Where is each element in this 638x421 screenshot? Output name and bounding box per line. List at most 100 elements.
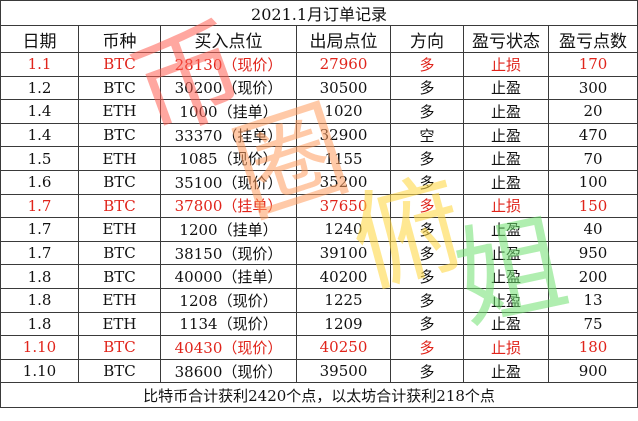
cell-points: 100 <box>547 169 638 195</box>
cell-status: 止盈 <box>463 169 549 195</box>
cell-points: 20 <box>547 99 638 124</box>
cell-coin: ETH <box>78 217 161 242</box>
cell-date: 1.4 <box>0 122 79 148</box>
cell-coin: ETH <box>78 311 161 337</box>
cell-status: 止损 <box>463 52 549 77</box>
cell-coin: BTC <box>78 264 161 289</box>
cell-date: 1.8 <box>0 311 79 337</box>
order-row: 1.4 ETH 1000（挂单） 1020 多止盈 20 <box>0 99 638 124</box>
order-row: 1.10 BTC 38600（现价） 39500 多止盈 900 <box>0 358 638 384</box>
order-row: 1.4 BTC 33370（挂单） 32900 空止盈 470 <box>0 122 638 148</box>
summary-text: 比特币合计获利2420个点，以太坊合计获利218个点 <box>0 382 638 409</box>
header-exit: 出局点位 <box>296 25 391 53</box>
cell-direction: 多 <box>390 75 464 101</box>
order-table: 2021.1月订单记录 日期 币种 买入点位 出局点位 方向 盈亏状态 盈亏点数… <box>0 0 638 409</box>
cell-points: 13 <box>547 287 638 313</box>
cell-entry: 1200（挂单） <box>160 217 297 242</box>
cell-entry: 1208（现价） <box>160 287 297 313</box>
order-row: 1.1 BTC 28130（现价） 27960 多止损 170 <box>0 52 638 77</box>
cell-coin: BTC <box>78 358 161 384</box>
cell-coin: BTC <box>78 193 161 219</box>
cell-points: 300 <box>547 75 638 101</box>
cell-direction: 多 <box>390 146 464 171</box>
header-date: 日期 <box>0 25 79 53</box>
order-row: 1.8 ETH 1208（现价） 1225 多止盈 13 <box>0 287 638 313</box>
cell-exit: 32900 <box>296 122 391 148</box>
order-row: 1.8 BTC 40000（挂单） 40200 多止盈 200 <box>0 264 638 289</box>
cell-status: 止盈 <box>463 287 549 313</box>
cell-exit: 1020 <box>296 99 391 124</box>
cell-entry: 40000（挂单） <box>160 264 297 289</box>
sheet-title: 2021.1月订单记录 <box>0 0 638 26</box>
cell-status: 止盈 <box>463 122 549 148</box>
header-status: 盈亏状态 <box>463 25 549 53</box>
cell-coin: BTC <box>78 52 161 77</box>
cell-direction: 多 <box>390 217 464 242</box>
cell-date: 1.7 <box>0 217 79 242</box>
cell-coin: BTC <box>78 75 161 101</box>
cell-exit: 40200 <box>296 264 391 289</box>
header-entry: 买入点位 <box>160 25 297 53</box>
cell-exit: 27960 <box>296 52 391 77</box>
cell-direction: 多 <box>390 169 464 195</box>
header-direction: 方向 <box>390 25 464 53</box>
cell-points: 150 <box>547 193 638 219</box>
cell-direction: 空 <box>390 122 464 148</box>
cell-date: 1.2 <box>0 75 79 101</box>
cell-exit: 40250 <box>296 335 391 360</box>
cell-direction: 多 <box>390 264 464 289</box>
cell-date: 1.4 <box>0 99 79 124</box>
cell-direction: 多 <box>390 193 464 219</box>
cell-status: 止盈 <box>463 311 549 337</box>
cell-date: 1.8 <box>0 287 79 313</box>
cell-exit: 30500 <box>296 75 391 101</box>
cell-points: 950 <box>547 240 638 266</box>
cell-status: 止盈 <box>463 217 549 242</box>
header-points: 盈亏点数 <box>547 25 638 53</box>
cell-status: 止盈 <box>463 358 549 384</box>
cell-status: 止盈 <box>463 240 549 266</box>
cell-date: 1.5 <box>0 146 79 171</box>
order-row: 1.8 ETH 1134（现价） 1209 多止盈 75 <box>0 311 638 337</box>
cell-date: 1.7 <box>0 193 79 219</box>
cell-direction: 多 <box>390 240 464 266</box>
cell-coin: ETH <box>78 146 161 171</box>
cell-points: 70 <box>547 146 638 171</box>
cell-exit: 39100 <box>296 240 391 266</box>
cell-entry: 28130（现价） <box>160 52 297 77</box>
header-row: 日期 币种 买入点位 出局点位 方向 盈亏状态 盈亏点数 <box>0 25 638 53</box>
cell-date: 1.6 <box>0 169 79 195</box>
cell-direction: 多 <box>390 99 464 124</box>
cell-entry: 1000（挂单） <box>160 99 297 124</box>
cell-status: 止盈 <box>463 99 549 124</box>
cell-points: 900 <box>547 358 638 384</box>
cell-entry: 35100（现价） <box>160 169 297 195</box>
cell-entry: 37800（挂单） <box>160 193 297 219</box>
cell-coin: BTC <box>78 240 161 266</box>
cell-date: 1.7 <box>0 240 79 266</box>
cell-coin: BTC <box>78 335 161 360</box>
cell-date: 1.10 <box>0 335 79 360</box>
cell-entry: 40430（现价） <box>160 335 297 360</box>
cell-points: 470 <box>547 122 638 148</box>
title-row: 2021.1月订单记录 <box>0 0 638 26</box>
order-row: 1.7 ETH 1200（挂单） 1240 多止盈 40 <box>0 217 638 242</box>
cell-status: 止损 <box>463 335 549 360</box>
order-row: 1.5 ETH 1085（现价） 1155 多止盈 70 <box>0 146 638 171</box>
cell-status: 止盈 <box>463 75 549 101</box>
summary-row: 比特币合计获利2420个点，以太坊合计获利218个点 <box>0 382 638 409</box>
cell-coin: BTC <box>78 122 161 148</box>
order-row: 1.10 BTC 40430（现价） 40250 多止损 180 <box>0 335 638 360</box>
cell-exit: 39500 <box>296 358 391 384</box>
cell-points: 40 <box>547 217 638 242</box>
cell-status: 止损 <box>463 193 549 219</box>
cell-status: 止盈 <box>463 146 549 171</box>
cell-entry: 33370（挂单） <box>160 122 297 148</box>
cell-direction: 多 <box>390 52 464 77</box>
cell-points: 75 <box>547 311 638 337</box>
cell-entry: 1134（现价） <box>160 311 297 337</box>
order-row: 1.7 BTC 38150（现价） 39100 多止盈 950 <box>0 240 638 266</box>
cell-coin: ETH <box>78 99 161 124</box>
cell-entry: 30200（现价） <box>160 75 297 101</box>
order-row: 1.7 BTC 37800（挂单） 37650 多止损 150 <box>0 193 638 219</box>
